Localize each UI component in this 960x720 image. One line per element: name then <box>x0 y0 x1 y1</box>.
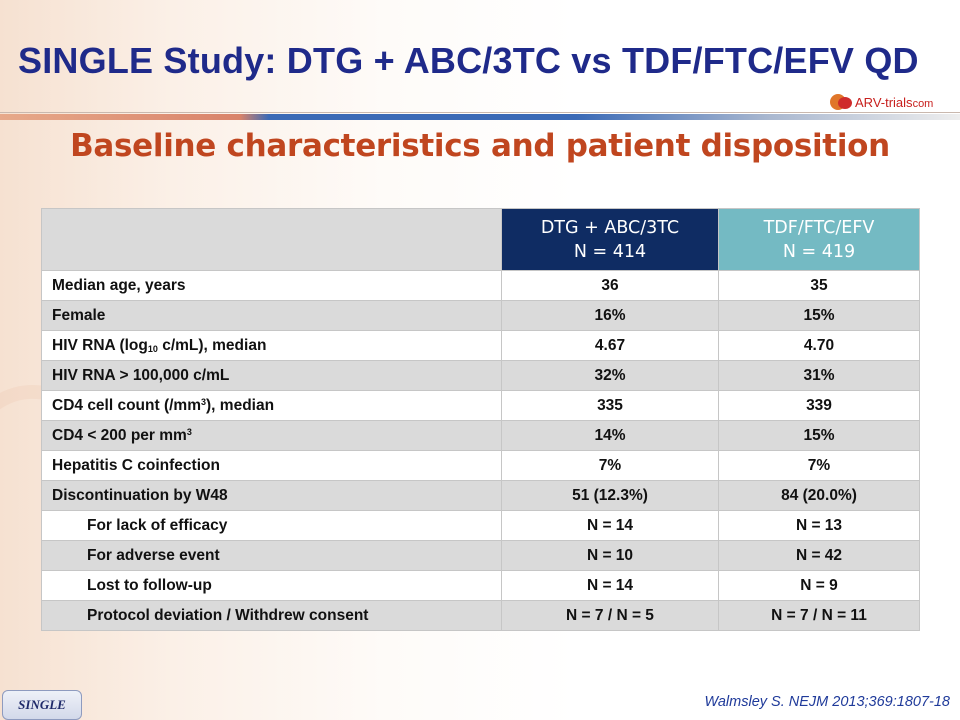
header-dtg-name: DTG + ABC/3TC <box>540 217 680 238</box>
header-dtg-abc-3tc: DTG + ABC/3TC N = 414 <box>501 208 719 271</box>
logo-main-text: ARV-trials <box>855 94 913 110</box>
row-value-tdf: N = 9 <box>718 570 920 601</box>
row-label-subscript: 10 <box>147 343 158 354</box>
row-value-tdf: 35 <box>718 270 920 301</box>
row-value-dtg: 7% <box>501 450 719 481</box>
row-label: CD4 cell count (/mm3), median <box>41 390 502 421</box>
row-value-dtg: 4.67 <box>501 330 719 361</box>
row-value-dtg: 36 <box>501 270 719 301</box>
table-row-female: Female 16% 15% <box>41 300 920 331</box>
table-row-lost-followup: Lost to follow-up N = 14 N = 9 <box>41 570 920 601</box>
header-tdf-n: N = 419 <box>782 241 856 262</box>
row-value-dtg: 14% <box>501 420 719 451</box>
logo-mark-icon <box>830 93 852 111</box>
table-row-discontinuation: Discontinuation by W48 51 (12.3%) 84 (20… <box>41 480 920 511</box>
table-row-lack-efficacy: For lack of efficacy N = 14 N = 13 <box>41 510 920 541</box>
row-value-tdf: N = 7 / N = 11 <box>718 600 920 631</box>
table-row-hiv-rna-high: HIV RNA > 100,000 c/mL 32% 31% <box>41 360 920 391</box>
row-label-superscript: 3 <box>201 396 207 407</box>
row-label: Median age, years <box>41 270 502 301</box>
row-value-tdf: 4.70 <box>718 330 920 361</box>
row-label-superscript: 3 <box>186 426 192 437</box>
row-value-dtg: 51 (12.3%) <box>501 480 719 511</box>
row-value-tdf: 15% <box>718 420 920 451</box>
row-value-tdf: 31% <box>718 360 920 391</box>
row-value-dtg: N = 10 <box>501 540 719 571</box>
row-label: For adverse event <box>41 540 502 571</box>
arv-trials-logo: ARV-trialscom <box>830 92 933 112</box>
row-value-dtg: 32% <box>501 360 719 391</box>
table-row-hiv-rna-median: HIV RNA (log10 c/mL), median 4.67 4.70 <box>41 330 920 361</box>
table-header-row: DTG + ABC/3TC N = 414 TDF/FTC/EFV N = 41… <box>41 208 920 271</box>
logo-text: ARV-trialscom <box>855 95 933 110</box>
row-label: Lost to follow-up <box>41 570 502 601</box>
table-row-protocol-deviation: Protocol deviation / Withdrew consent N … <box>41 600 920 631</box>
row-value-tdf: N = 13 <box>718 510 920 541</box>
row-label-prefix: CD4 < 200 per mm <box>52 426 187 444</box>
row-value-dtg: N = 14 <box>501 570 719 601</box>
row-value-tdf: 7% <box>718 450 920 481</box>
row-label-prefix: HIV RNA (log <box>52 336 148 354</box>
title-divider-line <box>0 112 960 113</box>
table-row-cd4-low: CD4 < 200 per mm3 14% 15% <box>41 420 920 451</box>
row-value-dtg: 335 <box>501 390 719 421</box>
row-value-dtg: 16% <box>501 300 719 331</box>
study-tag-badge: SINGLE <box>2 690 82 720</box>
row-label: Female <box>41 300 502 331</box>
baseline-characteristics-table: DTG + ABC/3TC N = 414 TDF/FTC/EFV N = 41… <box>41 208 920 631</box>
table-row-median-age: Median age, years 36 35 <box>41 270 920 301</box>
row-label: Hepatitis C coinfection <box>41 450 502 481</box>
row-value-tdf: 339 <box>718 390 920 421</box>
table-row-adverse-event: For adverse event N = 10 N = 42 <box>41 540 920 571</box>
row-value-tdf: 84 (20.0%) <box>718 480 920 511</box>
row-label: Discontinuation by W48 <box>41 480 502 511</box>
row-label: HIV RNA > 100,000 c/mL <box>41 360 502 391</box>
row-value-dtg: N = 7 / N = 5 <box>501 600 719 631</box>
row-value-dtg: N = 14 <box>501 510 719 541</box>
header-tdf-ftc-efv: TDF/FTC/EFV N = 419 <box>718 208 920 271</box>
slide-title: SINGLE Study: DTG + ABC/3TC vs TDF/FTC/E… <box>18 40 919 81</box>
row-label-prefix: CD4 cell count (/mm <box>52 396 201 414</box>
row-label: Protocol deviation / Withdrew consent <box>41 600 502 631</box>
table-row-hcv: Hepatitis C coinfection 7% 7% <box>41 450 920 481</box>
row-label-suffix: ), median <box>206 396 275 414</box>
logo-domain-text: com <box>912 97 934 110</box>
row-label-suffix: c/mL), median <box>157 336 267 354</box>
row-label: HIV RNA (log10 c/mL), median <box>41 330 502 361</box>
row-value-tdf: 15% <box>718 300 920 331</box>
header-dtg-n: N = 414 <box>573 241 647 262</box>
table-row-cd4-median: CD4 cell count (/mm3), median 335 339 <box>41 390 920 421</box>
slide-subtitle: Baseline characteristics and patient dis… <box>70 128 890 164</box>
row-label: For lack of efficacy <box>41 510 502 541</box>
row-label: CD4 < 200 per mm3 <box>41 420 502 451</box>
header-corner-cell <box>41 208 502 271</box>
citation-reference: Walmsley S. NEJM 2013;369:1807-18 <box>704 694 950 710</box>
title-gradient-bar <box>0 114 960 120</box>
header-tdf-name: TDF/FTC/EFV <box>763 217 875 238</box>
row-value-tdf: N = 42 <box>718 540 920 571</box>
